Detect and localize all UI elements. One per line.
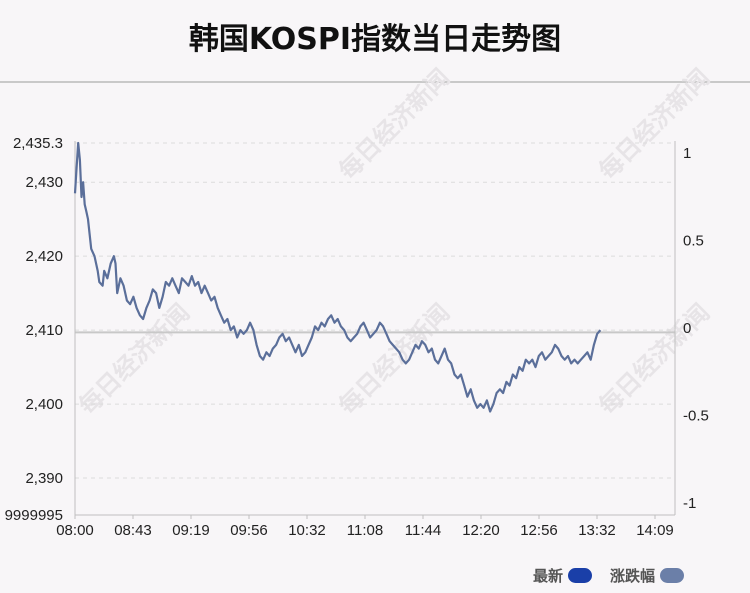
series-line-0 bbox=[73, 141, 602, 413]
legend-label-change-pct: 涨跌幅 bbox=[610, 566, 656, 585]
series-layer bbox=[73, 141, 602, 413]
x-tick-label-1: 08:43 bbox=[114, 522, 152, 539]
x-tick-label-4: 10:32 bbox=[288, 522, 326, 539]
legend-item-latest[interactable]: 最新 bbox=[533, 565, 593, 585]
x-tick-labels: 08:00 08:43 09:19 09:56 10:32 11:08 11:44 12:20… bbox=[56, 515, 674, 539]
y-tick-label-4: 2,400 bbox=[25, 396, 63, 413]
legend-item-change-pct[interactable]: 涨跌幅 bbox=[610, 565, 685, 585]
right-tick-labels: 1 0.5 0 -0.5 -1 bbox=[683, 145, 709, 512]
x-tick-label-6: 11:44 bbox=[405, 522, 441, 539]
x-tick-label-5: 11:08 bbox=[347, 522, 383, 539]
y2-tick-label-1: 0.5 bbox=[683, 233, 704, 250]
y-tick-label-1: 2,430 bbox=[25, 174, 63, 191]
y2-tick-label-0: 1 bbox=[683, 145, 691, 162]
watermark-text-0: 每日经济新闻 bbox=[334, 64, 456, 186]
x-tick-label-7: 12:20 bbox=[462, 522, 500, 539]
watermark-text-2: 每日经济新闻 bbox=[74, 299, 196, 421]
y-tick-label-2: 2,420 bbox=[25, 248, 63, 265]
y-tick-label-3: 2,410 bbox=[25, 322, 63, 339]
x-tick-label-2: 09:19 bbox=[172, 522, 210, 539]
y-tick-label-0: 2,435.3 bbox=[13, 135, 63, 152]
x-tick-label-0: 08:00 bbox=[56, 522, 94, 539]
watermark-text-1: 每日经济新闻 bbox=[594, 64, 716, 186]
y2-tick-label-4: -1 bbox=[683, 495, 696, 512]
legend-swatch-change-pct bbox=[660, 567, 685, 583]
x-tick-label-9: 13:32 bbox=[578, 522, 616, 539]
left-tick-labels: 2,435.3 2,430 2,420 2,410 2,400 2,390 9999995 bbox=[5, 135, 63, 524]
chart-title: 韩国KOSPI指数当日走势图 bbox=[188, 22, 562, 57]
x-tick-label-10: 14:09 bbox=[636, 522, 674, 539]
legend-label-latest: 最新 bbox=[533, 566, 564, 585]
watermark-text-4: 每日经济新闻 bbox=[594, 299, 716, 421]
title-divider bbox=[0, 81, 750, 83]
legend-swatch-latest bbox=[568, 567, 593, 583]
x-tick-label-8: 12:56 bbox=[520, 522, 558, 539]
x-tick-label-3: 09:56 bbox=[230, 522, 268, 539]
y-tick-label-6: 9999995 bbox=[5, 507, 63, 524]
y2-tick-label-3: -0.5 bbox=[683, 408, 709, 425]
watermark-text-3: 每日经济新闻 bbox=[334, 299, 456, 421]
y-tick-label-5: 2,390 bbox=[25, 470, 63, 487]
y2-tick-label-2: 0 bbox=[683, 320, 691, 337]
axes bbox=[74, 141, 676, 516]
